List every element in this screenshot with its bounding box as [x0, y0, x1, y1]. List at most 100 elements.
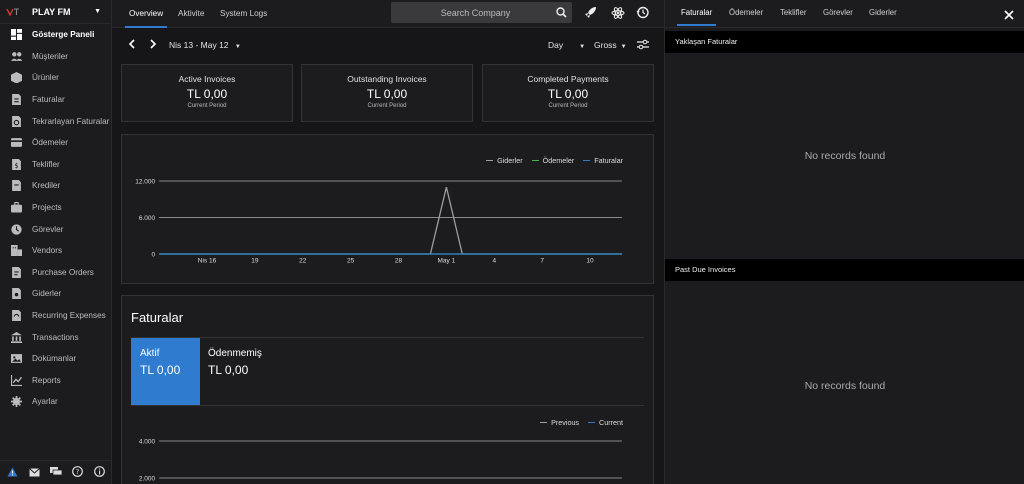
period-label: Day: [548, 40, 564, 50]
legend-swatch: [531, 159, 539, 162]
legend-label: Previous: [551, 418, 580, 427]
card-subtitle: Current Period: [187, 103, 227, 109]
legend-item-current[interactable]: Current: [588, 418, 623, 427]
search-box[interactable]: Search Company: [391, 2, 572, 23]
briefcase-icon: [0, 202, 32, 213]
sidebar-item-label: Purchase Orders: [32, 267, 94, 277]
search-icon[interactable]: [550, 7, 572, 18]
sidebar-item--r-nler[interactable]: Ürünler: [0, 67, 111, 89]
right-panel: Faturalar Ödemeler Teklifler Görevler Gi…: [664, 0, 1024, 484]
legend-item-previous[interactable]: Previous: [540, 418, 579, 427]
sidebar-item-dok-manlar[interactable]: Dokümanlar: [0, 348, 111, 370]
legend-label: Faturalar: [594, 156, 623, 165]
legend-swatch: [583, 159, 591, 162]
upcoming-empty-state: No records found: [804, 150, 886, 162]
sidebar-item-teklifler[interactable]: $ Teklifler: [0, 154, 111, 176]
sidebar-item-label: Ödemeler: [32, 138, 68, 148]
sidebar-item-label: Faturalar: [32, 95, 65, 105]
quote-icon: $: [0, 158, 32, 170]
sidebar-item-projects[interactable]: Projects: [0, 197, 111, 219]
card-completed-payments: Completed Payments TL 0,00 Current Perio…: [482, 64, 654, 122]
sidebar-item-recurring-expenses[interactable]: Recurring Expenses: [0, 305, 111, 327]
bank-icon: [0, 331, 32, 343]
documents-icon: [0, 353, 32, 364]
react-icon[interactable]: [611, 6, 625, 20]
sidebar-item-faturalar[interactable]: Faturalar: [0, 89, 111, 111]
legend-swatch: [486, 159, 494, 162]
chevron-left-icon[interactable]: [128, 39, 136, 51]
tab-overview[interactable]: Overview: [124, 0, 168, 28]
search-input[interactable]: Search Company: [440, 7, 511, 18]
card-outstanding-invoices: Outstanding Invoices TL 0,00 Current Per…: [301, 64, 473, 122]
card-value: TL 0,00: [186, 87, 228, 101]
credit-card-icon: [0, 137, 32, 148]
unpaid-invoices-tile[interactable]: Ödenmemiş TL 0,00: [208, 338, 644, 405]
sliders-icon[interactable]: [637, 39, 649, 52]
sidebar-item-g-revler[interactable]: Görevler: [0, 218, 111, 240]
legend-item-invoices[interactable]: Faturalar: [583, 156, 623, 165]
sidebar-item-krediler[interactable]: Krediler: [0, 175, 111, 197]
warning-icon[interactable]: [7, 464, 18, 482]
card-title: Completed Payments: [527, 74, 609, 84]
tab-activity[interactable]: Aktivite: [178, 9, 205, 18]
type-selector[interactable]: Gross ▼: [594, 40, 627, 50]
period-selector[interactable]: Day ▼: [548, 40, 585, 50]
svg-text:$: $: [14, 162, 18, 170]
invoice-icon: [0, 94, 32, 106]
chart-legend: Giderler Ödemeler Faturalar: [477, 156, 623, 165]
caret-down-icon: ▼: [620, 44, 627, 50]
chart-line-icon: [0, 374, 32, 386]
rocket-icon[interactable]: [584, 6, 597, 19]
chat-icon[interactable]: [49, 464, 63, 482]
divider: [131, 405, 644, 406]
gear-icon: [0, 396, 32, 408]
invoices-chart-legend: Previous Current: [531, 418, 623, 427]
sidebar-item-ayarlar[interactable]: Ayarlar: [0, 391, 111, 413]
top-bar: Overview Aktivite System Logs Search Com…: [112, 0, 664, 28]
tab-payments[interactable]: Ödemeler: [729, 8, 764, 17]
sidebar-item-g-sterge-paneli[interactable]: Gösterge Paneli: [0, 24, 111, 46]
sidebar-item-label: Krediler: [32, 181, 61, 191]
sidebar-item-transactions[interactable]: Transactions: [0, 326, 111, 348]
card-title: Outstanding Invoices: [347, 74, 427, 84]
info-icon[interactable]: [93, 464, 105, 482]
card-active-invoices: Active Invoices TL 0,00 Current Period: [121, 64, 293, 122]
company-logo-icon: [6, 7, 20, 17]
sidebar-item-m-teriler[interactable]: Müşteriler: [0, 46, 111, 68]
card-subtitle: Current Period: [367, 103, 407, 109]
tab-quotes[interactable]: Teklifler: [780, 8, 807, 17]
svg-text:?: ?: [76, 468, 80, 476]
tab-tasks[interactable]: Görevler: [823, 8, 853, 17]
close-icon[interactable]: [1004, 7, 1014, 25]
sidebar-item-giderler[interactable]: Giderler: [0, 283, 111, 305]
sidebar-item-tekrarlayan-faturalar[interactable]: Tekrarlayan Faturalar: [0, 110, 111, 132]
past-due-invoices-header: Past Due Invoices: [665, 259, 1024, 281]
active-invoices-tile[interactable]: Aktif TL 0,00: [131, 338, 200, 405]
invoices-panel-title: Faturalar: [131, 310, 184, 325]
legend-item-expenses[interactable]: Giderler: [486, 156, 523, 165]
sidebar-item-label: Vendors: [32, 246, 63, 256]
sidebar-item-label: Reports: [32, 375, 61, 385]
sidebar: PLAY FM ▼ Gösterge Paneli Müşteriler Ürünl…: [0, 0, 112, 484]
users-icon: [0, 51, 32, 62]
sidebar-item-label: Giderler: [32, 289, 62, 299]
credit-icon: [0, 180, 32, 192]
help-icon[interactable]: ?: [72, 464, 84, 482]
history-icon[interactable]: [636, 6, 649, 19]
legend-item-payments[interactable]: Ödemeler: [531, 156, 574, 165]
chevron-right-icon[interactable]: [149, 39, 157, 51]
sidebar-item-vendors[interactable]: Vendors: [0, 240, 111, 262]
sidebar-item-purchase-orders[interactable]: Purchase Orders: [0, 262, 111, 284]
sidebar-item-reports[interactable]: Reports: [0, 370, 111, 392]
date-range-selector[interactable]: Nis 13 - May 12 ▼: [169, 40, 241, 50]
tab-system-logs[interactable]: System Logs: [220, 9, 268, 18]
date-range-label: Nis 13 - May 12: [169, 40, 229, 50]
sidebar-item-label: Projects: [32, 203, 62, 213]
company-selector[interactable]: PLAY FM ▼: [0, 0, 111, 24]
tab-invoices[interactable]: Faturalar: [676, 0, 717, 28]
sidebar-item--demeler[interactable]: Ödemeler: [0, 132, 111, 154]
mail-icon[interactable]: [28, 464, 40, 482]
tab-expenses[interactable]: Giderler: [869, 8, 897, 17]
card-value: TL 0,00: [547, 87, 589, 101]
